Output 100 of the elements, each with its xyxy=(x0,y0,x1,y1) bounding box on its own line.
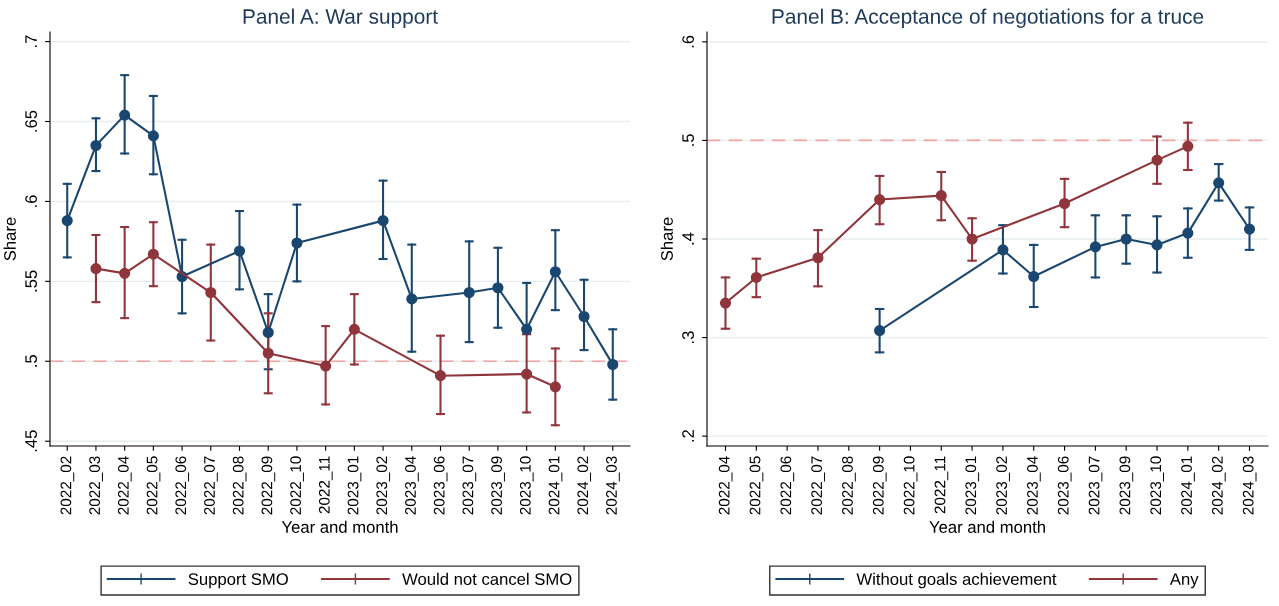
point xyxy=(521,368,533,380)
point xyxy=(1182,227,1194,239)
x-tick-label: 2023_01 xyxy=(965,456,980,515)
point xyxy=(935,190,947,202)
point xyxy=(147,248,159,260)
x-tick-label: 2022_09 xyxy=(872,456,887,515)
x-tick-label: 2023_04 xyxy=(1027,456,1041,515)
y-tick-label: .55 xyxy=(25,270,37,292)
x-tick-label: 2022_06 xyxy=(175,456,190,515)
point xyxy=(291,237,303,249)
x-tick-label: 2023_07 xyxy=(462,456,477,515)
x-tick-label: 2022_10 xyxy=(903,456,918,515)
x-tick-label: 2022_08 xyxy=(842,456,856,515)
point xyxy=(966,233,978,245)
x-tick-label: 2023_09 xyxy=(491,456,505,515)
y-tick-label: .7 xyxy=(25,35,37,48)
point xyxy=(205,286,217,299)
point xyxy=(262,326,274,339)
point xyxy=(492,282,504,294)
x-tick-label: 2022_08 xyxy=(232,456,247,515)
point xyxy=(997,244,1009,256)
point xyxy=(1059,197,1071,210)
x-tick-label: 2023_02 xyxy=(376,456,391,515)
y-tick-label: .45 xyxy=(25,430,37,452)
point xyxy=(119,267,131,279)
chart-title: Panel A: War support xyxy=(243,8,438,28)
point xyxy=(1120,233,1132,245)
y-axis-title: Share xyxy=(3,217,16,261)
y-tick-label: .6 xyxy=(682,35,694,48)
point xyxy=(874,325,886,337)
y-tick-label: .5 xyxy=(682,134,694,146)
point xyxy=(607,358,619,371)
point xyxy=(578,310,590,323)
x-tick-label: 2022_10 xyxy=(290,456,304,515)
x-tick-label: 2022_09 xyxy=(261,456,276,515)
x-axis-title: Year and month xyxy=(281,520,398,533)
legend-label: Would not cancel SMO xyxy=(402,572,572,586)
x-tick-label: 2023_04 xyxy=(405,456,419,515)
legend-label: Any xyxy=(1169,573,1199,589)
x-tick-label: 2022_07 xyxy=(204,456,218,515)
x-tick-label: 2024_03 xyxy=(1242,456,1257,515)
x-tick-label: 2022_11 xyxy=(318,456,333,514)
legend-label: Support SMO xyxy=(188,573,288,589)
point xyxy=(434,370,447,382)
point xyxy=(874,194,886,206)
x-tick-label: 2023_06 xyxy=(1057,456,1072,515)
point xyxy=(406,293,418,305)
point xyxy=(348,323,360,335)
x-tick-label: 2023_10 xyxy=(519,456,534,515)
x-axis-title: Year and month xyxy=(929,520,1045,533)
x-tick-label: 2023_07 xyxy=(1088,456,1103,515)
point xyxy=(1182,140,1194,152)
point xyxy=(90,139,102,152)
point xyxy=(1213,177,1225,189)
x-tick-label: 2024_02 xyxy=(577,456,592,515)
x-tick-label: 2023_02 xyxy=(996,456,1010,515)
x-tick-label: 2023_09 xyxy=(1119,456,1134,515)
x-tick-label: 2022_04 xyxy=(718,456,733,515)
x-tick-label: 2022_06 xyxy=(780,456,795,515)
point xyxy=(1151,239,1163,251)
point xyxy=(1151,154,1163,166)
x-tick-label: 2023_06 xyxy=(433,456,448,515)
y-tick-label: .5 xyxy=(25,355,37,367)
point xyxy=(1089,241,1101,253)
x-tick-label: 2022_11 xyxy=(934,456,949,514)
point xyxy=(549,266,561,278)
x-tick-label: 2024_03 xyxy=(606,456,620,515)
y-tick-label: .4 xyxy=(682,232,694,245)
x-tick-label: 2022_02 xyxy=(60,456,75,515)
x-tick-label: 2022_05 xyxy=(146,456,161,515)
point xyxy=(90,263,102,275)
y-tick-label: .2 xyxy=(682,430,694,442)
point xyxy=(147,130,159,142)
x-tick-label: 2024_02 xyxy=(1211,456,1226,515)
point xyxy=(1028,270,1040,283)
point xyxy=(750,271,762,283)
point xyxy=(463,286,475,299)
x-tick-label: 2022_03 xyxy=(89,456,103,515)
x-tick-label: 2024_01 xyxy=(548,456,563,515)
x-tick-label: 2022_04 xyxy=(117,456,132,515)
legend-label: Without goals achievement xyxy=(856,572,1057,589)
point xyxy=(320,360,332,372)
x-tick-label: 2022_05 xyxy=(749,456,764,515)
point xyxy=(812,252,824,264)
x-tick-label: 2022_07 xyxy=(811,456,825,515)
x-tick-label: 2023_10 xyxy=(1150,456,1165,515)
x-tick-label: 2023_01 xyxy=(347,456,362,515)
point xyxy=(61,215,73,227)
point xyxy=(377,215,389,227)
y-tick-label: .3 xyxy=(682,331,694,343)
point xyxy=(549,381,561,393)
point xyxy=(719,297,732,309)
point xyxy=(233,245,246,257)
y-tick-label: .65 xyxy=(25,110,37,132)
point xyxy=(1243,223,1256,235)
y-axis-title: Share xyxy=(660,217,673,261)
point xyxy=(262,347,274,359)
point xyxy=(119,109,131,121)
y-tick-label: .6 xyxy=(25,195,37,207)
x-tick-label: 2024_01 xyxy=(1181,456,1195,515)
